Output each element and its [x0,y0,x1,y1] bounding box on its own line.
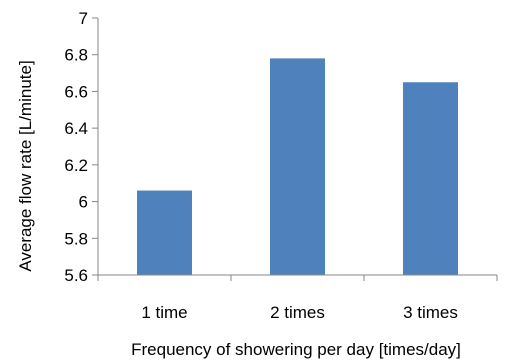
y-tick-label: 6.4 [64,119,88,138]
y-tick-label: 6 [79,193,88,212]
bars-group [137,58,458,276]
y-tick-label: 5.8 [64,229,88,248]
x-ticks-group: 1 time 2 times 3 times [97,275,498,322]
y-ticks-group: 5.6 5.8 6 6.2 6.4 6.6 6.8 7 [64,9,98,285]
axes-group [97,18,497,276]
y-tick-label: 5.6 [64,266,88,285]
x-axis-title: Frequency of showering per day [times/da… [131,340,461,359]
x-category-label: 2 times [270,303,325,322]
x-category-label: 3 times [403,303,458,322]
y-axis-title: Average flow rate [L/minute] [16,60,35,271]
y-tick-label: 6.8 [64,46,88,65]
bar-1 [137,190,192,275]
y-tick-label: 6.2 [64,156,88,175]
bar-3 [403,82,458,275]
y-tick-label: 6.6 [64,82,88,101]
y-tick-label: 7 [79,9,88,28]
bar-2 [270,58,325,276]
x-category-label: 1 time [141,303,187,322]
